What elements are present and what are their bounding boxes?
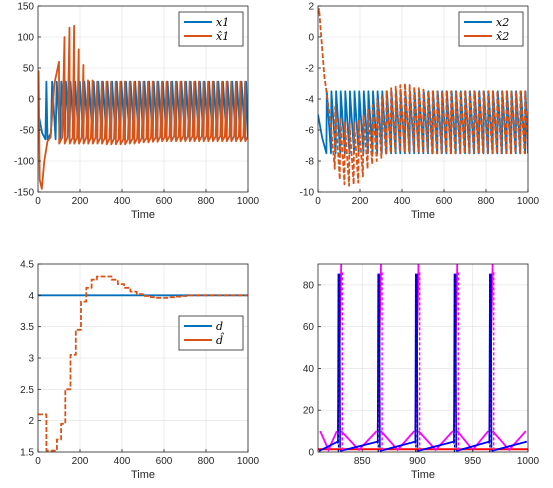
y-tick-label: 2 bbox=[28, 416, 34, 427]
y-tick-label: -50 bbox=[20, 126, 35, 137]
legend-entry: x1 bbox=[216, 16, 229, 29]
series-line-1 bbox=[38, 24, 248, 190]
y-tick-label: 4 bbox=[28, 291, 34, 302]
magenta-v-segment bbox=[417, 430, 454, 452]
x-tick-label: 600 bbox=[156, 456, 173, 467]
x-tick-label: 1000 bbox=[517, 196, 540, 207]
blue-spike bbox=[337, 273, 341, 448]
x-tick-label: 0 bbox=[35, 456, 41, 467]
blue-spike bbox=[488, 273, 493, 448]
x-axis-label: Time bbox=[411, 209, 435, 221]
y-tick-label: 150 bbox=[17, 2, 34, 13]
legend-box bbox=[178, 11, 244, 47]
blue-spike bbox=[376, 273, 381, 448]
y-tick-label: 50 bbox=[23, 64, 35, 75]
x-tick-label: 900 bbox=[409, 456, 426, 467]
legend-box bbox=[458, 11, 524, 47]
y-tick-label: 2 bbox=[308, 2, 314, 13]
x-tick-label: 850 bbox=[354, 456, 371, 467]
x-tick-label: 1000 bbox=[237, 196, 260, 207]
legend-entry: x̂1 bbox=[216, 30, 229, 43]
magenta-v-segment bbox=[340, 430, 378, 452]
y-tick-label: 3 bbox=[28, 354, 34, 365]
blue-sawtooth-segment bbox=[339, 440, 378, 452]
x-tick-label: 200 bbox=[352, 196, 369, 207]
plot-area bbox=[318, 8, 528, 187]
y-tick-label: -8 bbox=[305, 157, 314, 168]
x-tick-label: 400 bbox=[114, 456, 131, 467]
x-axis-label: Time bbox=[411, 469, 435, 481]
panel-top-right: 0 200 400 600 800 1000 -10 -8 -6 -4 -2 0 2 Time x2x̂2 bbox=[300, 2, 540, 222]
x-tick-label: 600 bbox=[436, 196, 453, 207]
y-tick-label: -100 bbox=[14, 157, 34, 168]
x-axis-label: Time bbox=[131, 469, 155, 481]
x-tick-label: 0 bbox=[35, 196, 41, 207]
blue-spike bbox=[453, 273, 458, 448]
y-tick-label: 0 bbox=[28, 95, 34, 106]
x-tick-label: 0 bbox=[315, 196, 321, 207]
legend: x2x̂2 bbox=[458, 11, 524, 47]
y-tick-label: -10 bbox=[300, 188, 315, 199]
x-tick-label: 1000 bbox=[237, 456, 260, 467]
x-tick-label: 400 bbox=[114, 196, 131, 207]
magenta-v-segment bbox=[491, 430, 527, 452]
x-tick-label: 200 bbox=[72, 456, 89, 467]
series-line-1 bbox=[38, 275, 248, 452]
panel-bottom-right: 850 900 950 1000 0 20 40 60 80 Time bbox=[303, 263, 540, 481]
legend-entry: x̂2 bbox=[496, 30, 509, 43]
series-line-1 bbox=[318, 8, 528, 187]
y-tick-label: -4 bbox=[305, 95, 314, 106]
legend-entry: d bbox=[216, 320, 223, 333]
blue-spike bbox=[414, 273, 419, 448]
x-tick-label: 950 bbox=[464, 456, 481, 467]
y-tick-label: 4.5 bbox=[20, 260, 34, 271]
y-tick-label: 60 bbox=[303, 322, 315, 333]
legend-entry: x2 bbox=[496, 16, 509, 29]
x-tick-label: 400 bbox=[394, 196, 411, 207]
legend-box bbox=[178, 315, 244, 351]
y-tick-label: 40 bbox=[303, 364, 315, 375]
panel-bottom-left: 0 200 400 600 800 1000 1.5 2 2.5 3 3.5 4 4.5 Time dd̂ bbox=[20, 260, 259, 482]
y-tick-label: 0 bbox=[308, 448, 314, 459]
y-tick-label: 0 bbox=[308, 33, 314, 44]
magenta-v-segment bbox=[380, 430, 415, 452]
x-tick-label: 800 bbox=[198, 456, 215, 467]
blue-sawtooth-segment bbox=[455, 440, 490, 452]
y-tick-label: 20 bbox=[303, 406, 315, 417]
x-tick-label: 600 bbox=[156, 196, 173, 207]
x-tick-label: 1000 bbox=[517, 456, 540, 467]
x-tick-label: 800 bbox=[478, 196, 495, 207]
axes-box bbox=[317, 263, 529, 453]
legend-entry: d̂ bbox=[216, 333, 225, 347]
plot-area bbox=[38, 275, 248, 452]
x-tick-label: 800 bbox=[198, 196, 215, 207]
y-tick-label: -150 bbox=[14, 188, 34, 199]
panel-top-left: 0 200 400 600 800 1000 -150 -100 -50 0 50 100 150 Tim… bbox=[14, 2, 260, 222]
y-tick-label: 2.5 bbox=[20, 385, 34, 396]
x-tick-label: 200 bbox=[72, 196, 89, 207]
legend: x1x̂1 bbox=[178, 11, 244, 47]
y-tick-label: 3.5 bbox=[20, 322, 34, 333]
y-tick-label: 100 bbox=[17, 33, 34, 44]
plot-area bbox=[38, 24, 248, 190]
blue-sawtooth-segment bbox=[318, 440, 339, 452]
blue-sawtooth-segment bbox=[491, 440, 528, 452]
plot-area bbox=[318, 264, 528, 452]
blue-sawtooth-segment bbox=[379, 440, 416, 452]
y-tick-label: 1.5 bbox=[20, 448, 34, 459]
magenta-v-segment bbox=[319, 430, 338, 452]
y-tick-label: 80 bbox=[303, 280, 315, 291]
y-tick-label: -2 bbox=[305, 64, 314, 75]
blue-sawtooth-segment bbox=[417, 440, 455, 452]
x-axis-label: Time bbox=[131, 209, 155, 221]
legend: dd̂ bbox=[178, 315, 244, 351]
y-tick-label: -6 bbox=[305, 126, 314, 137]
